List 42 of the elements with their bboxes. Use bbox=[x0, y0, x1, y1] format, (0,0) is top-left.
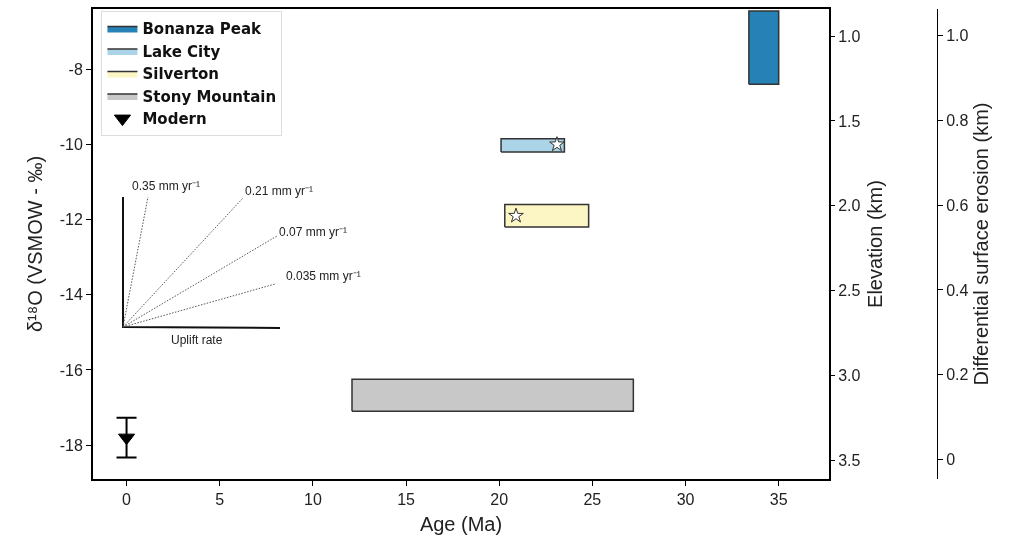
y-tick-label: -16 bbox=[59, 361, 83, 379]
legend-label: Silverton bbox=[142, 65, 220, 84]
y3-tick-label: 0.4 bbox=[946, 281, 969, 299]
y3-axis-title: Differential surface erosion (km) bbox=[970, 102, 993, 386]
y3-tick-label: 0 bbox=[946, 451, 956, 469]
y3-tick-label: 0.2 bbox=[946, 366, 969, 384]
x-tick-label: 15 bbox=[397, 491, 416, 509]
y-tick-label: -8 bbox=[68, 60, 83, 78]
legend-label: Bonanza Peak bbox=[142, 20, 263, 39]
annotation: Uplift rate bbox=[171, 333, 223, 347]
y3-tick-label: 0.8 bbox=[946, 112, 969, 130]
y3-tick-label: 0.6 bbox=[946, 196, 969, 214]
point bbox=[508, 207, 524, 223]
annotation: 0.035 mm yr⁻¹ bbox=[286, 269, 361, 283]
y-tick-label: -18 bbox=[59, 436, 83, 454]
y2-tick-label: 3.0 bbox=[838, 367, 861, 385]
x-tick-label: 20 bbox=[490, 491, 509, 509]
legend-label: Modern bbox=[142, 110, 207, 129]
x-tick-label: 25 bbox=[583, 491, 602, 509]
y-tick-label: -10 bbox=[59, 135, 83, 153]
y2-tick-label: 1.0 bbox=[838, 27, 861, 45]
x-tick-label: 5 bbox=[215, 491, 225, 509]
y-axis-title: δ¹⁸O (VSMOW - ‰) bbox=[23, 155, 46, 333]
x-tick-label: 30 bbox=[676, 491, 695, 509]
x-axis-title: Age (Ma) bbox=[419, 513, 503, 536]
legend-label: Stony Mountain bbox=[142, 87, 277, 106]
y-tick-label: -12 bbox=[59, 211, 83, 229]
annotation: 0.21 mm yr⁻¹ bbox=[245, 184, 314, 198]
y2-tick-label: 2.0 bbox=[838, 197, 861, 215]
y2-tick-label: 1.5 bbox=[838, 112, 861, 130]
annotation: 0.07 mm yr⁻¹ bbox=[279, 225, 348, 239]
y2-tick-label: 3.5 bbox=[838, 451, 861, 469]
y2-tick-label: 2.5 bbox=[838, 282, 861, 300]
annotation: 0.35 mm yr⁻¹ bbox=[132, 179, 201, 193]
point bbox=[549, 136, 565, 152]
legend-label: Lake City bbox=[142, 42, 221, 61]
y2-axis-title: Elevation (km) bbox=[864, 180, 887, 308]
x-tick-label: 35 bbox=[769, 491, 788, 509]
y3-tick-label: 1.0 bbox=[946, 27, 969, 45]
y-tick-label: -14 bbox=[59, 286, 83, 304]
x-tick-label: 10 bbox=[303, 491, 322, 509]
x-tick-label: 0 bbox=[122, 491, 132, 509]
